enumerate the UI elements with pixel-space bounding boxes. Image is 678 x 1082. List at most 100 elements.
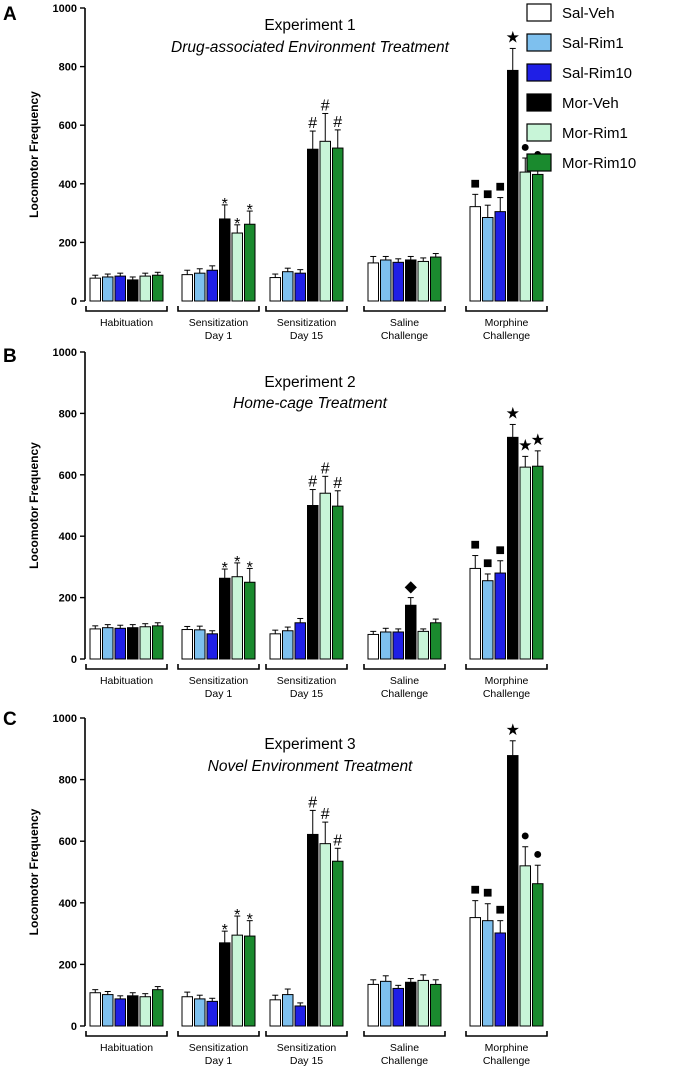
group-label-line2: Challenge (483, 1055, 530, 1067)
bar-sal-veh (181, 274, 193, 302)
bar-mor-rim1 (519, 171, 531, 302)
bar-sal-rim10 (494, 572, 506, 660)
bar-mor-veh (307, 833, 319, 1027)
significance-mark: ■ (495, 179, 505, 196)
bar-mor-rim10 (332, 147, 344, 302)
significance-mark: ■ (470, 175, 480, 192)
chart-subtitle: Novel Environment Treatment (208, 758, 413, 775)
bar-sal-rim1 (482, 920, 494, 1027)
y-axis-label: Locomotor Frequency (27, 91, 41, 218)
bar-mor-rim10 (332, 505, 344, 660)
y-tick-label: 600 (59, 470, 77, 482)
group-label: Morphine (485, 1042, 529, 1054)
bar-mor-rim10 (430, 622, 442, 660)
bar-sal-veh (367, 983, 379, 1027)
group-label: Sensitization (277, 317, 337, 329)
bar-mor-veh (405, 981, 417, 1027)
bar-sal-rim1 (102, 994, 114, 1027)
group-label: Sensitization (277, 675, 337, 687)
bar-sal-veh (469, 206, 481, 302)
y-tick-label: 800 (59, 408, 77, 420)
bar-mor-rim10 (244, 581, 256, 660)
bar-sal-veh (269, 633, 281, 660)
bar-mor-rim1 (417, 979, 429, 1027)
bar-sal-rim1 (482, 580, 494, 660)
y-tick-label: 600 (59, 836, 77, 848)
group-label-line2: Day 15 (290, 688, 323, 700)
chart-title: Experiment 2 (264, 374, 355, 391)
bar-mor-veh (307, 148, 319, 302)
legend-swatch-mor-rim10 (526, 153, 552, 172)
group-bracket (465, 1031, 548, 1037)
significance-mark: ■ (495, 902, 505, 919)
bar-mor-veh (219, 577, 231, 660)
bar-mor-veh (405, 604, 417, 660)
group-label: Saline (390, 1042, 419, 1054)
bar-sal-rim10 (392, 261, 404, 302)
significance-mark: # (321, 806, 330, 823)
bar-sal-rim10 (114, 998, 126, 1027)
bar-sal-rim10 (494, 932, 506, 1027)
bar-sal-rim1 (282, 994, 294, 1027)
significance-mark: * (222, 196, 228, 213)
y-tick-label: 0 (71, 1021, 77, 1033)
group-label: Sensitization (277, 1042, 337, 1054)
legend-swatch-sal-veh (526, 3, 552, 22)
significance-mark: ■ (495, 542, 505, 559)
bar-sal-rim1 (380, 980, 392, 1027)
bar-sal-veh (89, 277, 101, 302)
y-tick-label: 1000 (53, 347, 77, 359)
bar-sal-veh (89, 628, 101, 660)
significance-mark: ● (520, 828, 530, 845)
significance-mark: # (333, 114, 342, 131)
y-tick-label: 200 (59, 237, 77, 249)
chart-panel-a: A Experiment 1 Drug-associated Environment… (3, 3, 548, 342)
bar-sal-rim10 (392, 631, 404, 660)
y-tick-label: 1000 (53, 3, 77, 15)
bar-mor-rim1 (417, 630, 429, 660)
group-bracket (177, 664, 260, 670)
y-tick-label: 200 (59, 959, 77, 971)
group-label-line2: Day 1 (205, 688, 233, 700)
significance-mark: ■ (483, 186, 493, 203)
bar-sal-rim10 (114, 627, 126, 660)
panel-letter: C (3, 709, 17, 730)
bar-sal-rim10 (294, 272, 306, 302)
bar-sal-veh (367, 633, 379, 660)
significance-mark: # (333, 832, 342, 849)
significance-mark: ★ (506, 405, 520, 422)
group-label: Sensitization (189, 1042, 249, 1054)
group-label: Sensitization (189, 675, 249, 687)
group-bracket (265, 664, 348, 670)
significance-mark: * (247, 559, 253, 576)
group-label-line2: Challenge (381, 330, 428, 342)
significance-mark: ★ (506, 29, 520, 46)
group-bracket (465, 306, 548, 312)
significance-mark: ◆ (405, 579, 418, 596)
legend-label: Sal-Rim10 (562, 65, 632, 82)
significance-mark: * (222, 922, 228, 939)
bar-mor-rim10 (152, 625, 164, 660)
bar-mor-rim1 (231, 576, 243, 660)
bar-sal-rim10 (294, 622, 306, 660)
y-tick-label: 0 (71, 296, 77, 308)
bar-sal-veh (269, 277, 281, 302)
bar-mor-rim1 (319, 843, 331, 1027)
y-tick-label: 0 (71, 654, 77, 666)
bar-mor-rim1 (139, 275, 151, 302)
group-label: Morphine (485, 675, 529, 687)
bar-mor-rim1 (319, 492, 331, 660)
bar-sal-rim1 (194, 998, 206, 1027)
significance-mark: ■ (470, 537, 480, 554)
bar-sal-rim1 (102, 627, 114, 660)
bar-mor-rim1 (231, 232, 243, 302)
bar-mor-veh (405, 259, 417, 302)
significance-mark: * (234, 907, 240, 924)
legend-label: Sal-Veh (562, 5, 615, 22)
bar-mor-rim10 (532, 883, 544, 1027)
group-label: Habituation (100, 1042, 153, 1054)
y-tick-label: 600 (59, 120, 77, 132)
bar-sal-rim1 (194, 272, 206, 302)
bar-mor-rim10 (532, 465, 544, 660)
significance-mark: # (321, 97, 330, 114)
